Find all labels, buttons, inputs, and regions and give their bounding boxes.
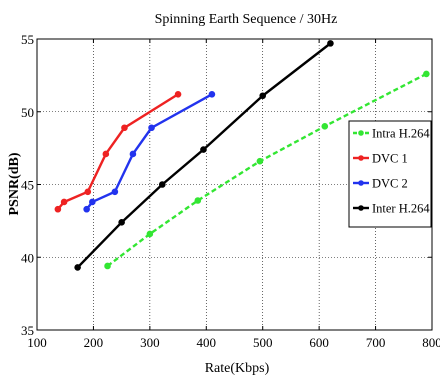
x-tick-label: 700	[366, 335, 386, 350]
data-point	[89, 198, 96, 206]
series-line	[76, 42, 332, 269]
data-point	[111, 188, 119, 196]
data-point	[104, 262, 111, 270]
legend-marker	[358, 155, 364, 161]
series-line	[106, 72, 427, 267]
data-point	[174, 90, 182, 98]
series-intra-h-264	[104, 70, 430, 270]
data-point	[208, 90, 216, 98]
y-tick-label: 50	[21, 105, 34, 120]
x-tick-label: 800	[422, 335, 440, 350]
data-point	[83, 205, 90, 213]
x-tick-label: 500	[253, 335, 273, 350]
legend-marker	[358, 205, 364, 211]
chart-title: Spinning Earth Sequence / 30Hz	[155, 12, 338, 27]
legend-label: Intra H.264	[372, 127, 430, 141]
data-point	[84, 188, 92, 196]
data-point	[158, 181, 166, 188]
y-axis-title: PSNR(dB)	[7, 152, 22, 215]
data-point	[129, 150, 137, 158]
series-inter-h-264	[74, 40, 334, 271]
y-tick-label: 40	[21, 250, 34, 265]
x-tick-label: 200	[84, 335, 104, 350]
legend-label: DVC 2	[372, 177, 408, 191]
data-point	[74, 264, 81, 271]
grid	[37, 39, 432, 330]
legend-label: Inter H.264	[372, 202, 430, 216]
data-point	[146, 230, 154, 238]
data-point	[259, 92, 267, 100]
x-tick-label: 100	[27, 335, 47, 350]
x-tick-label: 300	[140, 335, 160, 350]
data-point	[321, 123, 329, 130]
y-axis: 35 40 45 50 55	[21, 32, 432, 338]
data-point	[148, 124, 155, 132]
legend-marker	[358, 130, 364, 136]
data-point	[327, 40, 334, 47]
x-tick-label: 400	[197, 335, 217, 350]
y-tick-label: 45	[21, 178, 34, 193]
data-point	[200, 146, 207, 153]
data-point	[102, 150, 110, 158]
x-axis-title: Rate(Kbps)	[205, 361, 270, 376]
y-tick-label: 35	[21, 323, 34, 338]
data-point	[256, 157, 264, 165]
legend-marker	[358, 180, 364, 186]
series-dvc-2	[83, 90, 216, 213]
data-point	[118, 219, 125, 226]
legend: Intra H.264 DVC 1 DVC 2 Inter H.264	[348, 120, 432, 228]
data-point	[54, 205, 62, 213]
y-tick-label: 55	[21, 32, 34, 47]
series-dvc-1	[54, 90, 182, 213]
x-axis: 100 200 300 400 500 600 700 800	[27, 39, 440, 350]
data-point	[60, 198, 68, 206]
legend-label: DVC 1	[372, 152, 408, 166]
x-tick-label: 600	[309, 335, 329, 350]
data-point	[121, 124, 128, 132]
data-point	[423, 70, 430, 78]
series-layer	[54, 40, 430, 271]
data-point	[194, 197, 202, 204]
